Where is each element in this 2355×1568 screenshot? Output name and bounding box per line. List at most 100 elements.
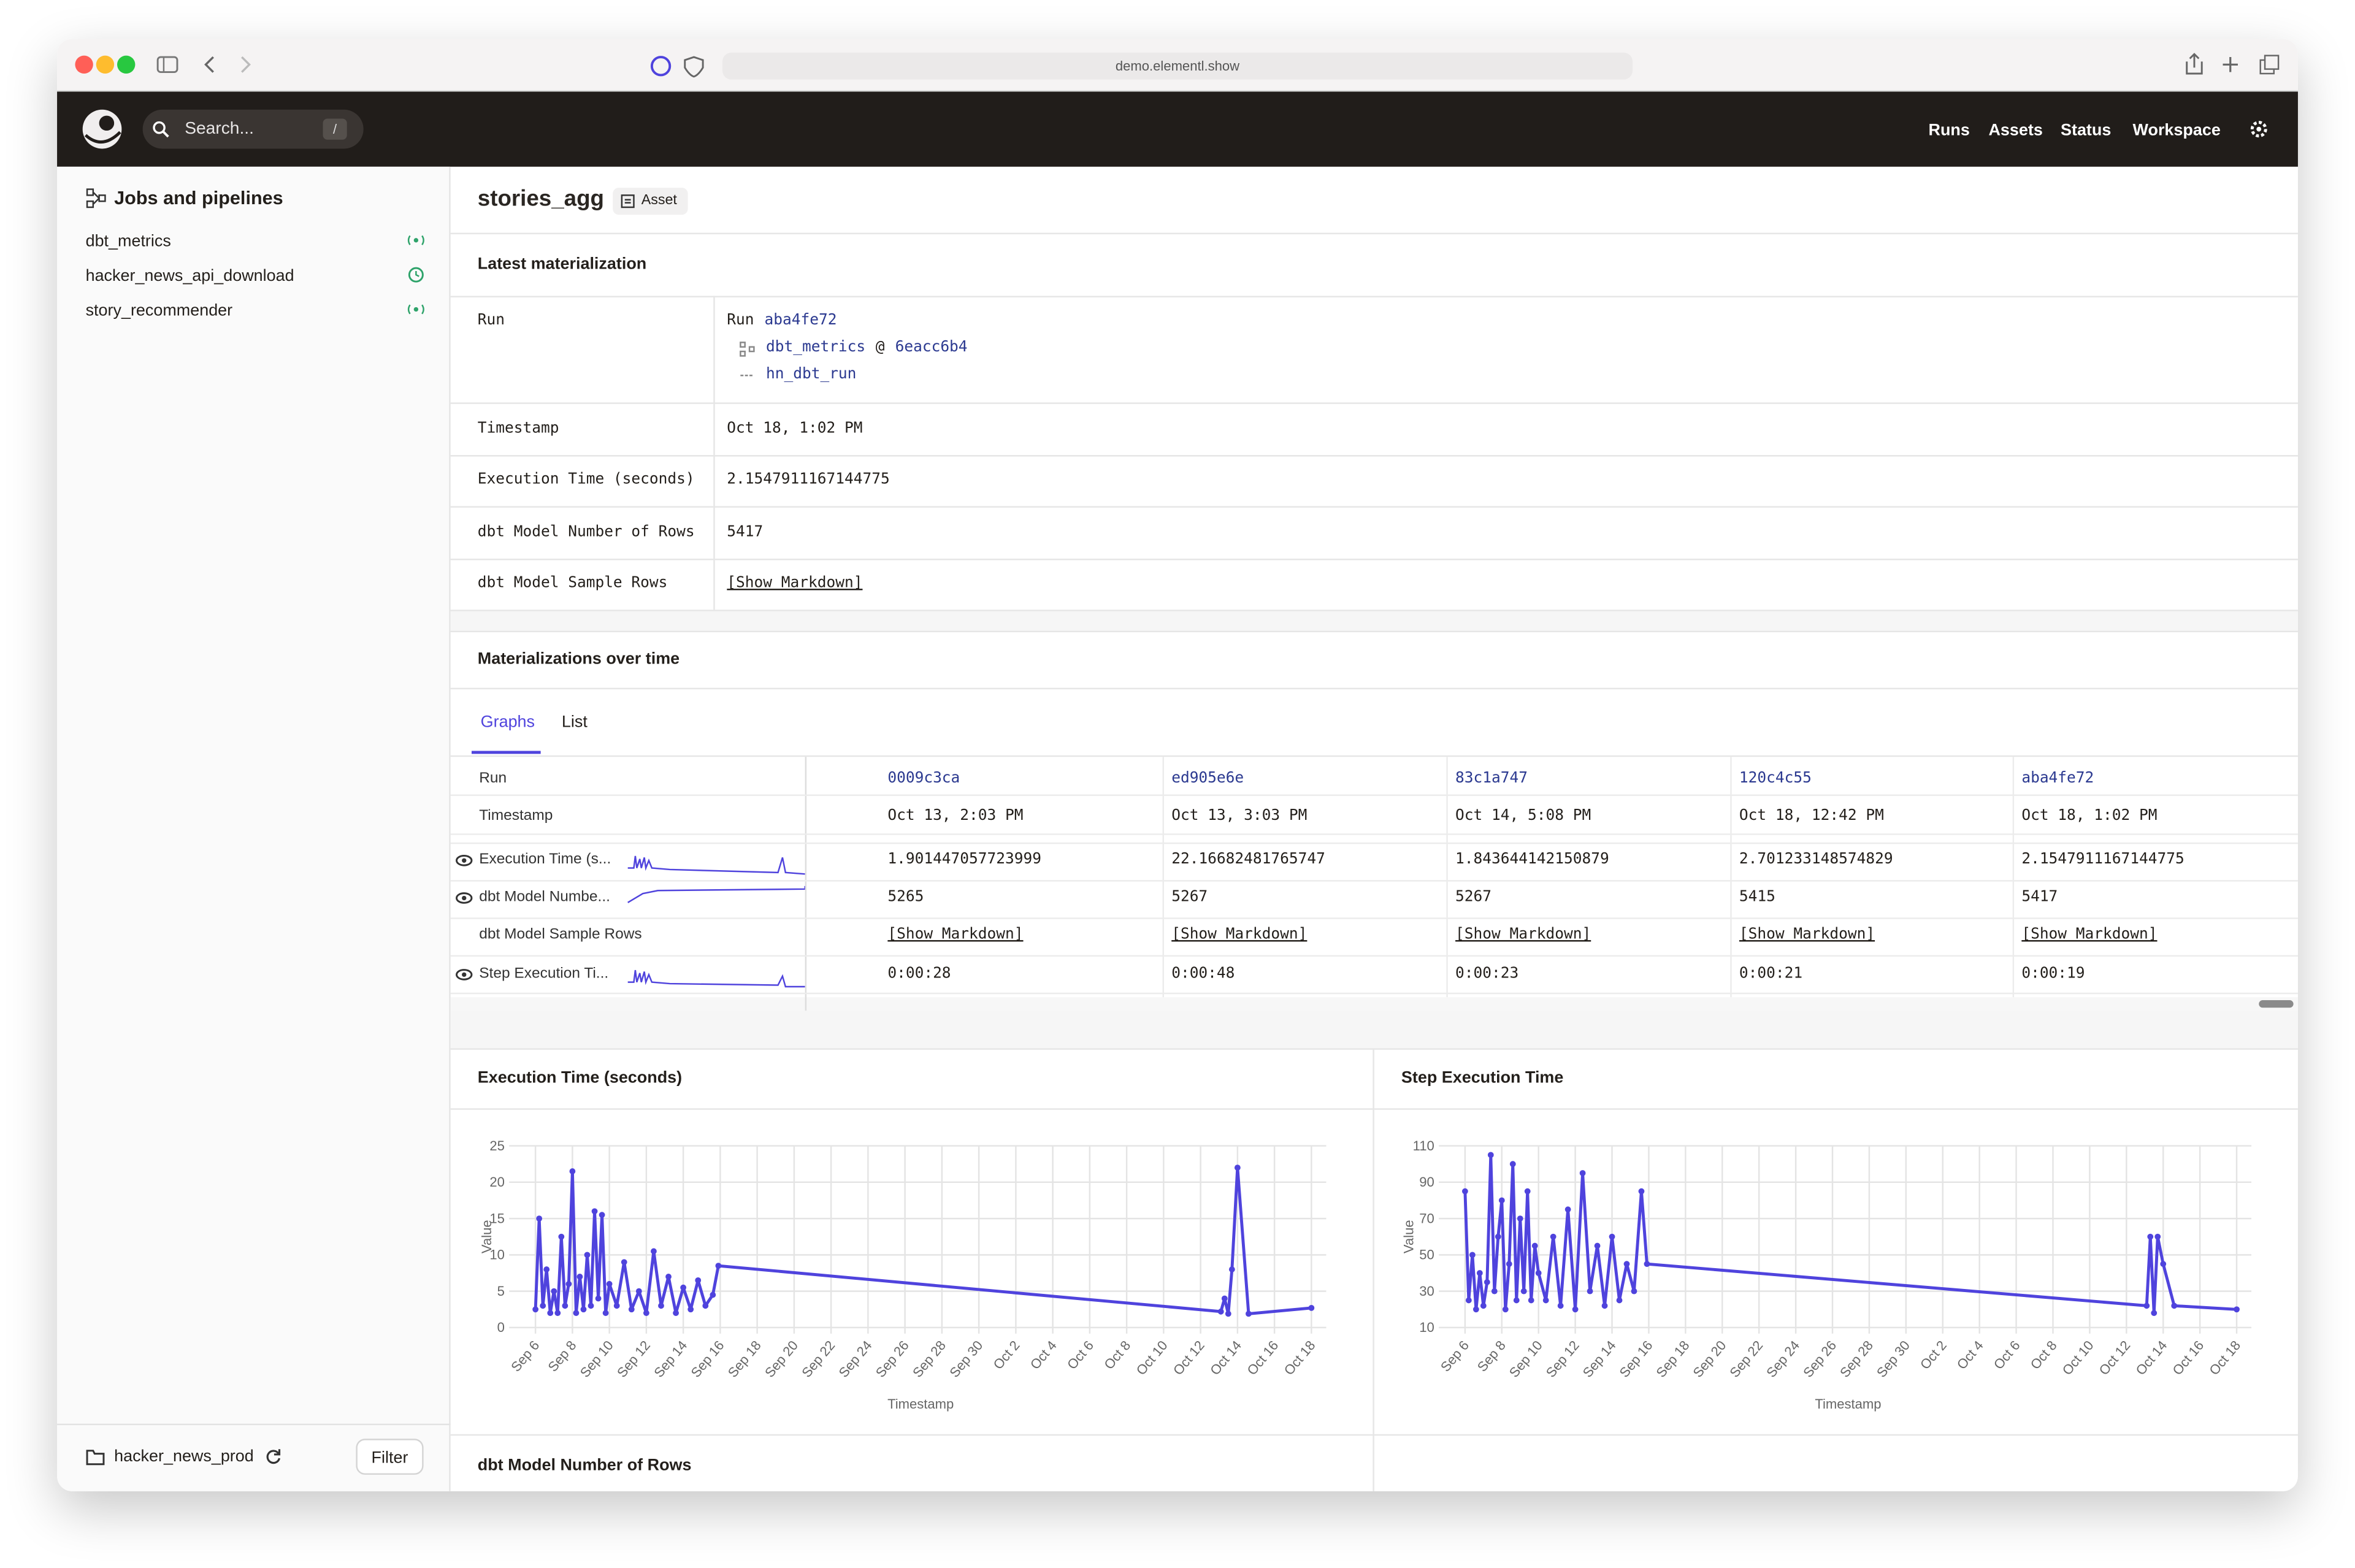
cell: 5267 bbox=[1171, 886, 1208, 910]
markdown-link[interactable]: [Show Markdown] bbox=[1739, 924, 1875, 947]
point bbox=[1521, 1288, 1527, 1295]
job-link[interactable]: hacker_news_api_download bbox=[86, 264, 294, 288]
x-tick-label: Oct 14 bbox=[2133, 1337, 2170, 1378]
tab-underline bbox=[472, 751, 541, 754]
privacy-icons[interactable] bbox=[649, 54, 709, 78]
point bbox=[702, 1302, 708, 1309]
asset-name: stories_agg bbox=[478, 188, 604, 212]
divider bbox=[451, 610, 2298, 611]
x-tick-label: Sep 12 bbox=[1543, 1337, 1582, 1380]
x-tick-label: Sep 12 bbox=[614, 1337, 653, 1380]
nav-link[interactable]: Runs bbox=[1928, 118, 1969, 142]
y-axis-label: Value bbox=[479, 1220, 494, 1253]
run-id[interactable]: aba4fe72 bbox=[765, 309, 837, 333]
markdown-link[interactable]: [Show Markdown] bbox=[1171, 924, 1307, 947]
nav-link[interactable]: Status bbox=[2061, 118, 2111, 142]
point bbox=[629, 1306, 635, 1312]
close-button[interactable] bbox=[75, 56, 93, 74]
x-tick-label: Sep 10 bbox=[1506, 1337, 1545, 1380]
window-actions[interactable] bbox=[2178, 51, 2283, 78]
row-label: Step Execution Ti... bbox=[479, 963, 608, 987]
scrollbar-thumb[interactable] bbox=[2259, 1000, 2293, 1008]
point bbox=[673, 1310, 679, 1316]
run-prefix: Run bbox=[727, 309, 754, 333]
filter-button[interactable]: Filter bbox=[356, 1439, 423, 1475]
eye-pupil bbox=[462, 896, 466, 900]
step-link[interactable]: hn_dbt_run bbox=[766, 364, 856, 388]
gap bbox=[451, 611, 2298, 631]
markdown-link[interactable]: [Show Markdown] bbox=[1455, 924, 1591, 947]
x-tick-label: Sep 30 bbox=[1874, 1337, 1913, 1380]
y-tick-label: 50 bbox=[1419, 1247, 1434, 1263]
nav-link[interactable]: Assets bbox=[1988, 118, 2042, 142]
minimize-button[interactable] bbox=[96, 56, 114, 74]
job-link[interactable]: story_recommender bbox=[86, 299, 233, 323]
point bbox=[1617, 1298, 1623, 1304]
point bbox=[1631, 1288, 1637, 1295]
x-tick-label: Sep 22 bbox=[798, 1337, 838, 1380]
x-tick-label: Oct 10 bbox=[2059, 1337, 2097, 1378]
logo[interactable] bbox=[78, 105, 126, 153]
run-link[interactable]: 120c4c55 bbox=[1739, 767, 1812, 791]
browser-controls[interactable] bbox=[150, 51, 270, 78]
row-divider bbox=[451, 833, 2298, 835]
point bbox=[2154, 1234, 2161, 1240]
tab[interactable]: List bbox=[562, 710, 588, 734]
gap bbox=[451, 1011, 2298, 1048]
y-tick-label: 5 bbox=[497, 1283, 505, 1299]
x-tick-label: Sep 10 bbox=[577, 1337, 616, 1380]
point bbox=[1462, 1188, 1468, 1195]
point bbox=[2143, 1302, 2150, 1309]
y-tick-label: 30 bbox=[1419, 1283, 1434, 1299]
run-link[interactable]: 0009c3ca bbox=[887, 767, 960, 791]
job-link[interactable]: dbt_metrics bbox=[86, 230, 171, 254]
run-link[interactable]: aba4fe72 bbox=[2021, 767, 2094, 791]
search-placeholder: Search... bbox=[185, 117, 254, 141]
snapshot-link[interactable]: 6eacc6b4 bbox=[895, 337, 968, 361]
markdown-link[interactable]: [Show Markdown] bbox=[887, 924, 1023, 947]
run-icons bbox=[739, 341, 757, 386]
x-tick-label: Sep 14 bbox=[1580, 1337, 1619, 1380]
x-tick-label: Oct 6 bbox=[1064, 1337, 1097, 1372]
nav-link[interactable]: Workspace bbox=[2133, 118, 2221, 142]
markdown-link[interactable]: [Show Markdown] bbox=[2021, 924, 2157, 947]
point bbox=[532, 1306, 538, 1312]
eye-pupil bbox=[462, 973, 466, 977]
job-link[interactable]: dbt_metrics bbox=[766, 337, 865, 361]
y-tick-label: 90 bbox=[1419, 1174, 1434, 1190]
run-link[interactable]: ed905e6e bbox=[1171, 767, 1244, 791]
point bbox=[1525, 1188, 1531, 1195]
y-tick-label: 70 bbox=[1419, 1210, 1434, 1226]
settings-icon[interactable] bbox=[2248, 118, 2269, 139]
point bbox=[1580, 1170, 1586, 1176]
point bbox=[1466, 1298, 1472, 1304]
x-tick-label: Sep 16 bbox=[1617, 1337, 1656, 1380]
point bbox=[1609, 1234, 1615, 1240]
x-tick-label: Oct 4 bbox=[1027, 1337, 1060, 1372]
point bbox=[595, 1296, 602, 1302]
row-label: Timestamp bbox=[479, 805, 553, 829]
point bbox=[569, 1168, 575, 1174]
workspace-location[interactable]: hacker_news_prod bbox=[114, 1445, 254, 1469]
point bbox=[1624, 1261, 1630, 1267]
divider bbox=[451, 1434, 2298, 1436]
x-tick-label: Oct 8 bbox=[2028, 1337, 2060, 1372]
point bbox=[1528, 1298, 1534, 1304]
point bbox=[1510, 1161, 1516, 1167]
zoom-button[interactable] bbox=[117, 56, 135, 74]
point bbox=[1639, 1188, 1645, 1195]
run-link[interactable]: 83c1a747 bbox=[1455, 767, 1528, 791]
x-tick-label: Oct 12 bbox=[1170, 1337, 1208, 1378]
point bbox=[551, 1288, 557, 1295]
reload-icon[interactable] bbox=[264, 1448, 282, 1466]
row-label: Timestamp bbox=[478, 417, 559, 441]
asset-icon bbox=[620, 194, 635, 208]
tab[interactable]: Graphs bbox=[481, 710, 535, 734]
point bbox=[581, 1306, 587, 1312]
point bbox=[543, 1266, 550, 1272]
chart-title: Step Execution Time bbox=[1401, 1066, 1563, 1090]
row-label: Run bbox=[479, 767, 507, 791]
markdown-link[interactable]: [Show Markdown] bbox=[727, 572, 862, 596]
